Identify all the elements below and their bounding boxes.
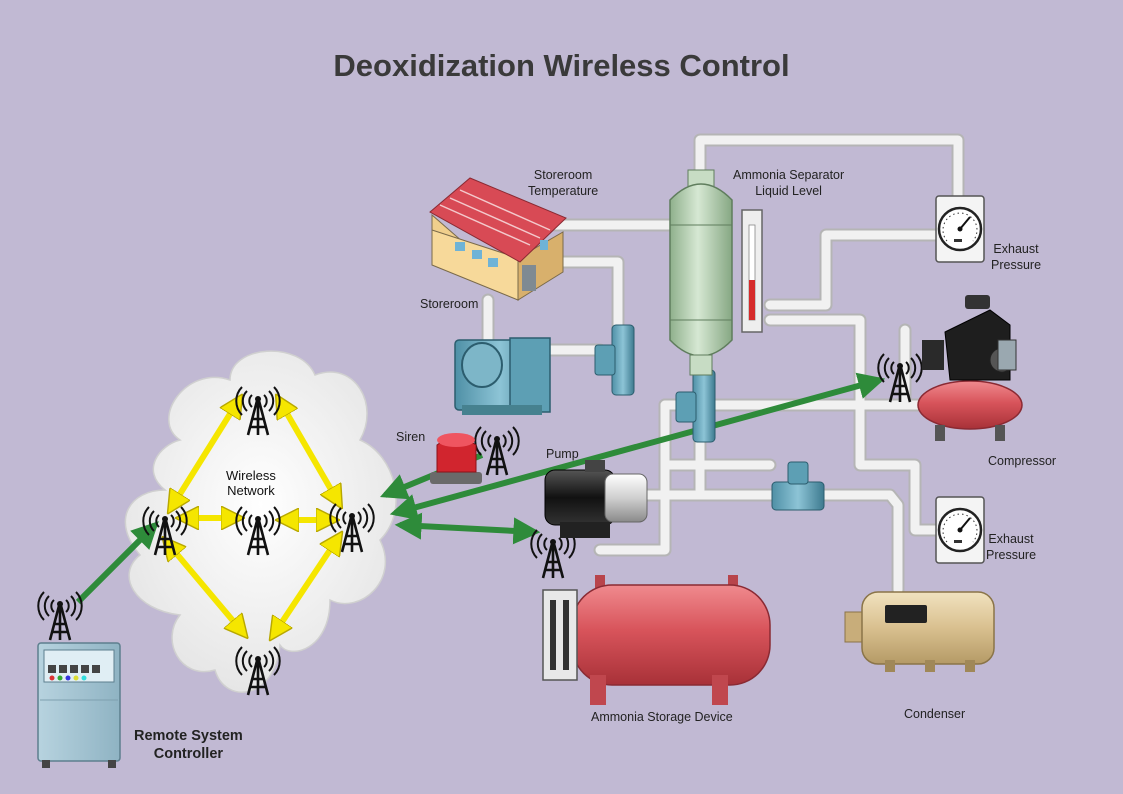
- storeroom-building-icon: [429, 177, 567, 302]
- label-line: Pressure: [991, 258, 1042, 272]
- valve-lower-icon: [771, 461, 825, 511]
- label-ammonia-storage: Ammonia Storage Device: [591, 710, 733, 724]
- pump-icon: [544, 460, 648, 538]
- label-line: Controller: [153, 746, 224, 762]
- exhaust-pressure-top-gauge-icon: [934, 194, 986, 264]
- condenser-icon: [844, 591, 995, 672]
- siren-antenna-icon: [473, 425, 521, 477]
- valve-upper-icon: [594, 324, 635, 396]
- controller-antenna-icon: [36, 590, 84, 642]
- label-line: Pressure: [986, 548, 1037, 562]
- label-line: Exhaust: [993, 242, 1039, 256]
- label-storeroom-temperature: Storeroom Temperature: [528, 167, 598, 199]
- ammonia-storage-tank-icon: [542, 575, 771, 705]
- label-line: Temperature: [528, 184, 599, 198]
- storeroom-machine-icon: [454, 337, 551, 415]
- label-line: Wireless: [226, 468, 276, 483]
- label-siren: Siren: [396, 430, 426, 444]
- siren-icon: [430, 433, 482, 484]
- label-line: Network: [227, 483, 275, 498]
- mesh-links: [165, 398, 340, 637]
- label-line: Liquid Level: [755, 184, 822, 198]
- ammonia-separator-icon: [669, 169, 763, 376]
- label-line: Storeroom: [533, 168, 593, 182]
- diagram-title: Deoxidization Wireless Control: [333, 48, 790, 83]
- label-compressor: Compressor: [988, 454, 1057, 468]
- label-line: Ammonia Separator: [733, 168, 845, 182]
- label-wireless-network: Wireless Network: [226, 468, 276, 498]
- label-line: Remote System: [134, 728, 243, 744]
- label-exhaust-pressure-top: Exhaust Pressure: [991, 241, 1041, 273]
- label-ammonia-separator: Ammonia Separator Liquid Level: [733, 167, 844, 199]
- label-condenser: Condenser: [904, 707, 966, 721]
- label-storeroom: Storeroom: [420, 297, 479, 311]
- exhaust-pressure-bottom-gauge-icon: [934, 495, 986, 565]
- compressor-icon: [917, 295, 1023, 441]
- label-line: Exhaust: [988, 532, 1034, 546]
- label-remote-controller: Remote System Controller: [134, 727, 243, 763]
- label-pump: Pump: [546, 447, 579, 461]
- remote-controller-cabinet-icon: [37, 642, 121, 768]
- valve-middle-icon: [675, 369, 716, 443]
- label-exhaust-pressure-bottom: Exhaust Pressure: [986, 531, 1036, 563]
- valves: [594, 324, 825, 511]
